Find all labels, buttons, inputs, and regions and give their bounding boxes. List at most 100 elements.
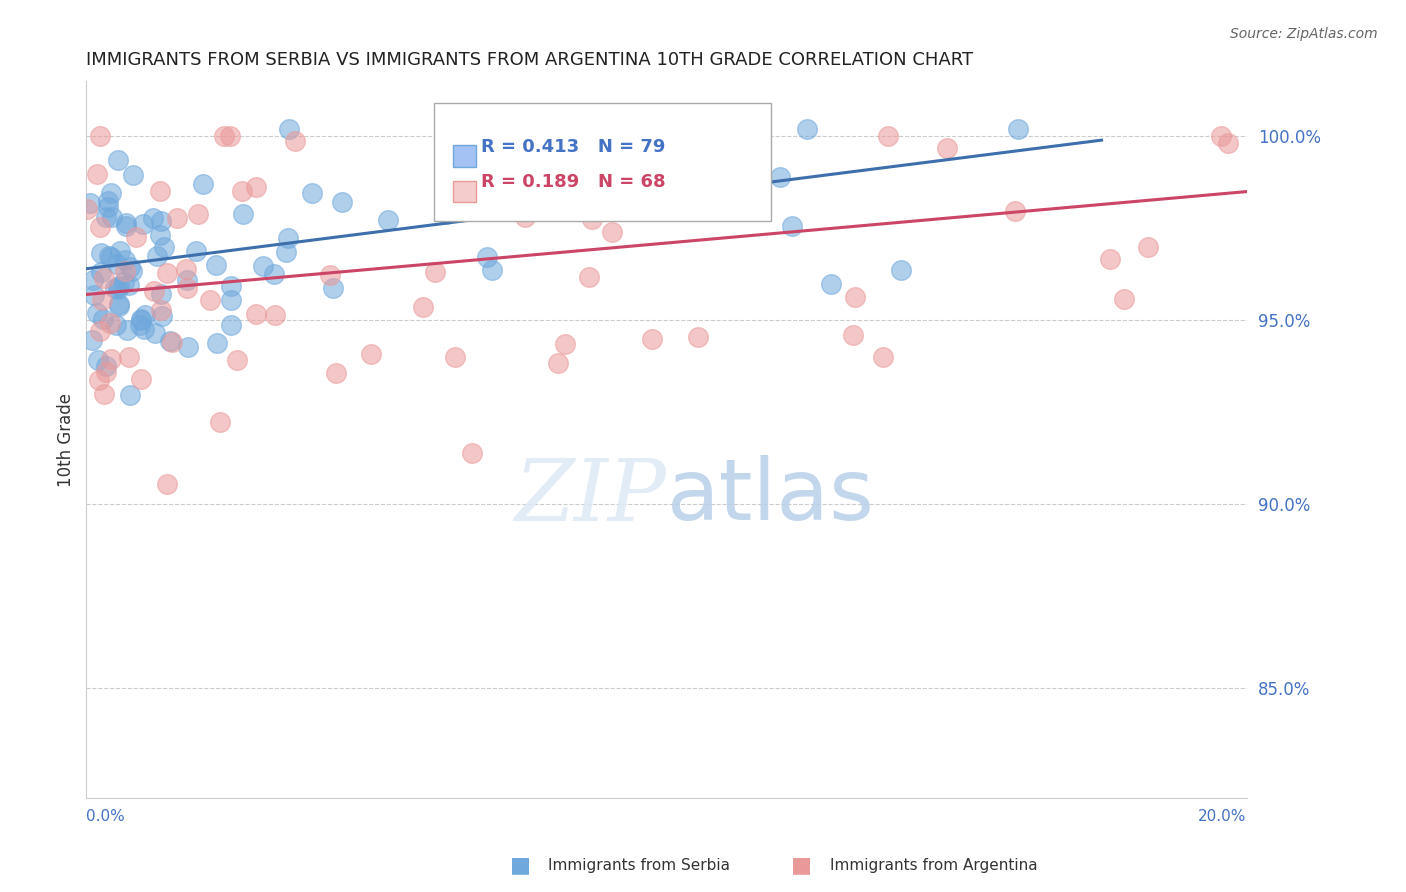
Point [115,219,138,233]
Point [191,178,214,192]
Point [461,446,484,460]
Point [264,308,287,322]
Point [219,129,242,144]
Point [100,250,122,264]
Point [1216,136,1239,150]
Point [159,334,181,348]
Point [569,129,592,144]
Point [626,129,648,144]
Point [600,225,623,239]
Point [177,340,200,354]
Point [115,323,138,337]
Point [226,353,249,368]
Point [276,244,298,259]
Point [104,281,127,295]
Point [332,194,354,209]
Point [184,244,207,258]
Point [117,351,139,365]
Point [97,200,120,214]
Point [187,207,209,221]
FancyBboxPatch shape [453,145,477,167]
Point [377,213,399,227]
Text: ■: ■ [510,855,530,875]
Point [796,122,818,136]
Text: atlas: atlas [666,456,875,539]
Point [108,244,131,258]
Point [278,122,301,136]
Point [114,264,136,278]
Point [134,308,156,322]
Point [86,305,108,319]
Point [149,184,172,198]
Point [108,299,131,313]
Text: Immigrants from Serbia: Immigrants from Serbia [548,858,730,872]
FancyBboxPatch shape [434,103,770,221]
Text: R = 0.413   N = 79: R = 0.413 N = 79 [481,137,665,155]
Point [581,212,603,227]
Point [87,353,110,368]
Point [1114,292,1136,306]
Text: R = 0.189   N = 68: R = 0.189 N = 68 [481,173,665,192]
Point [360,347,382,361]
Text: Immigrants from Argentina: Immigrants from Argentina [830,858,1038,872]
Point [153,240,176,254]
Point [100,186,122,200]
Point [322,281,344,295]
Point [301,186,323,200]
Point [245,307,267,321]
Point [686,330,709,344]
Point [160,334,183,349]
Point [149,302,172,317]
Point [936,141,959,155]
Point [96,359,118,373]
Point [82,273,104,287]
Point [93,387,115,401]
Point [104,318,127,333]
Point [208,415,231,429]
Point [474,161,496,176]
Point [120,260,142,275]
Point [877,129,900,144]
Point [149,214,172,228]
Point [1099,252,1122,266]
Point [90,293,112,307]
Point [134,322,156,336]
Point [94,210,117,224]
Point [221,279,243,293]
Point [231,185,253,199]
Point [156,266,179,280]
Text: Source: ZipAtlas.com: Source: ZipAtlas.com [1230,27,1378,41]
Point [842,328,865,343]
Point [100,316,122,330]
Point [277,230,299,244]
Point [142,211,165,226]
Point [105,257,128,271]
Point [1007,122,1029,136]
Point [125,230,148,244]
Point [114,216,136,230]
Point [844,289,866,303]
Point [86,167,108,181]
Point [554,337,576,351]
Point [89,129,111,144]
Point [221,293,243,307]
Point [121,264,143,278]
Point [319,268,342,282]
Point [101,210,124,224]
Point [150,309,173,323]
Point [214,129,236,144]
Point [412,300,434,314]
Point [91,311,114,326]
Point [100,351,122,366]
Point [166,211,188,225]
Y-axis label: 10th Grade: 10th Grade [58,392,75,487]
Point [1209,129,1232,144]
Point [120,388,142,402]
Point [149,227,172,242]
Point [118,277,141,292]
Point [176,273,198,287]
Text: ZIP: ZIP [515,456,666,538]
Point [780,219,803,233]
Point [79,196,101,211]
Point [108,297,131,311]
